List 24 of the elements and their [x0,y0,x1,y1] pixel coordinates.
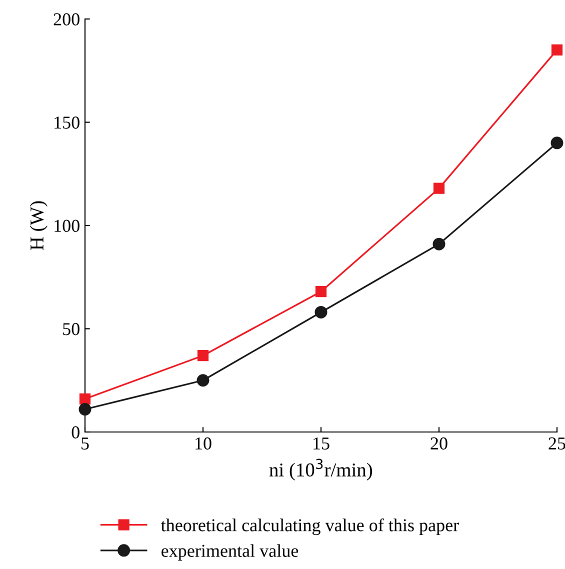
point [432,238,446,250]
y-axis-title: H (W) [30,201,48,250]
point [551,44,563,56]
point [78,403,92,416]
point [315,286,327,298]
point [433,182,445,194]
x-tick-label: 15 [314,437,330,450]
y-tick-label: 0 [72,426,80,438]
x-tick-label: 5 [82,438,89,450]
point [196,374,210,387]
legend-label: theoretical calculating value of this paper [161,518,459,536]
y-tick-label: 200 [54,13,80,26]
point [197,350,209,362]
y-tick-label: 100 [54,220,80,232]
y-tick-label: 50 [63,323,80,336]
y-tick-label: 150 [54,116,80,129]
x-tick-label: 10 [196,437,212,450]
point [79,393,91,405]
x-axis-title: ni (10$^{3}$r/min) [269,458,372,480]
x-tick-label: 25 [548,437,565,450]
legend-label: experimental value [162,544,298,561]
point [314,306,328,318]
x-tick-label: 20 [430,437,448,450]
point [550,136,564,150]
